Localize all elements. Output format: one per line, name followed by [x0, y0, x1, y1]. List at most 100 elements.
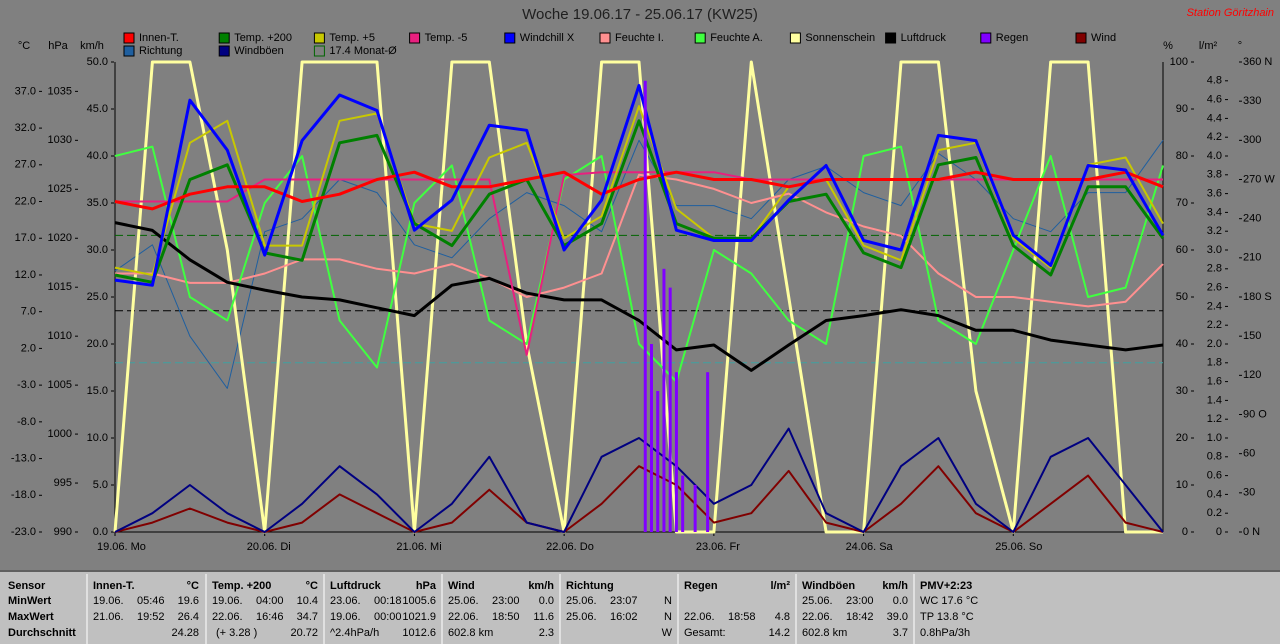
rain-bar	[668, 287, 672, 532]
table-cell: 4.8	[775, 611, 790, 623]
table-cell: N	[664, 611, 672, 623]
y-tick-label: 4.2	[1207, 131, 1222, 143]
table-cell: 18:42	[846, 611, 874, 623]
y-tick-label: 90 O	[1243, 408, 1267, 420]
column-unit: km/h	[528, 580, 554, 592]
row-label: Durchschnitt	[8, 627, 76, 639]
rain-bar	[681, 475, 685, 532]
y-tick-label: 300	[1243, 134, 1261, 146]
table-cell: 05:46	[137, 595, 165, 607]
y-tick-label: 3.2	[1207, 225, 1222, 237]
table-cell: 26.4	[178, 611, 199, 623]
rain-bar	[706, 372, 710, 532]
y-tick-label: 3.6	[1207, 188, 1222, 200]
x-tick-label: 20.06. Di	[247, 541, 291, 553]
y-tick-label: 0.8	[1207, 451, 1222, 463]
table-cell: 19:52	[137, 611, 165, 623]
table-cell: 18:58	[728, 611, 756, 623]
chart-title: Woche 19.06.17 - 25.06.17 (KW25)	[522, 6, 758, 23]
table-cell: 22.06.	[684, 611, 715, 623]
y-tick-label: 80	[1176, 150, 1188, 162]
y-tick-label: 40.0	[87, 150, 108, 162]
table-cell: 00:00	[374, 611, 402, 623]
rain-bar	[662, 268, 666, 532]
y-tick-label: 60	[1243, 448, 1255, 460]
table-cell: TP 13.8 °C	[920, 611, 974, 623]
column-unit: l/m²	[770, 580, 790, 592]
table-cell: 0.0	[893, 595, 908, 607]
table-cell: 10.4	[297, 595, 318, 607]
y-tick-label: 50.0	[87, 56, 108, 68]
column-header: Regen	[684, 580, 718, 592]
table-cell: 25.06.	[802, 595, 833, 607]
y-tick-label: 1.6	[1207, 376, 1222, 388]
y-tick-label: 70	[1176, 197, 1188, 209]
table-cell: 19.6	[178, 595, 199, 607]
y-tick-label: 150	[1243, 330, 1261, 342]
y-tick-label: 4.8	[1207, 75, 1222, 87]
rain-bar	[656, 391, 660, 532]
y-tick-label: 0	[1182, 526, 1188, 538]
table-cell: (+ 3.28 )	[216, 627, 257, 639]
y-tick-label: 360 N	[1243, 56, 1272, 68]
y-tick-label: 90	[1176, 103, 1188, 115]
y-tick-label: 0.2	[1207, 507, 1222, 519]
y-tick-label: 0.0	[93, 526, 108, 538]
legend-label: Feuchte A.	[710, 32, 763, 44]
y-tick-label: 0 N	[1243, 526, 1260, 538]
table-cell: WC 17.6 °C	[920, 595, 978, 607]
axis-unit: %	[1163, 40, 1173, 52]
column-header: Wind	[448, 580, 475, 592]
table-cell: 39.0	[887, 611, 908, 623]
table-cell: W	[662, 627, 673, 639]
table-cell: 23:00	[492, 595, 520, 607]
y-tick-label: -8.0	[17, 416, 36, 428]
y-tick-label: 1030	[48, 134, 72, 146]
y-tick-label: 0.6	[1207, 470, 1222, 482]
y-tick-label: 1015	[48, 281, 72, 293]
table-cell: 18:50	[492, 611, 520, 623]
y-tick-label: 7.0	[21, 306, 36, 318]
series-line	[114, 427, 1164, 533]
table-cell: 23:07	[610, 595, 638, 607]
y-tick-label: 1.2	[1207, 413, 1222, 425]
y-tick-label: -3.0	[17, 379, 36, 391]
column-unit: km/h	[882, 580, 908, 592]
y-tick-label: 2.2	[1207, 319, 1222, 331]
y-tick-label: 100	[1170, 56, 1188, 68]
y-tick-label: 4.6	[1207, 94, 1222, 106]
table-cell: 1005.6	[402, 595, 436, 607]
legend-swatch	[980, 32, 992, 44]
y-tick-label: 50	[1176, 291, 1188, 303]
y-tick-label: 2.6	[1207, 282, 1222, 294]
column-unit: °C	[306, 580, 318, 592]
y-tick-label: 3.4	[1207, 206, 1222, 218]
y-tick-label: 1.8	[1207, 357, 1222, 369]
y-tick-label: 240	[1243, 213, 1261, 225]
y-tick-label: 4.0	[1207, 150, 1222, 162]
legend-label: Temp. +200	[234, 32, 292, 44]
y-tick-label: 1000	[48, 428, 72, 440]
y-tick-label: 60	[1176, 244, 1188, 256]
series-line	[114, 145, 1164, 383]
legend-label: Wind	[1091, 32, 1116, 44]
table-cell: 22.06.	[212, 611, 243, 623]
table-cell: 23:00	[846, 595, 874, 607]
legend-swatch	[123, 45, 135, 57]
legend-swatch	[1075, 32, 1087, 44]
table-cell: 24.28	[171, 627, 199, 639]
axis-unit: l/m²	[1199, 40, 1218, 52]
legend-label: Temp. -5	[425, 32, 468, 44]
y-tick-label: 40	[1176, 338, 1188, 350]
legend-label: Innen-T.	[139, 32, 179, 44]
column-header: Windböen	[802, 580, 855, 592]
y-tick-label: 3.0	[1207, 244, 1222, 256]
y-tick-label: 12.0	[15, 269, 36, 281]
y-tick-label: 1005	[48, 379, 72, 391]
table-cell: 22.06.	[802, 611, 833, 623]
y-tick-label: 990	[54, 526, 72, 538]
column-header: Temp. +200	[212, 580, 271, 592]
legend-label: Sonnenschein	[805, 32, 875, 44]
table-cell: 34.7	[297, 611, 318, 623]
legend-label: Windböen	[234, 45, 284, 57]
